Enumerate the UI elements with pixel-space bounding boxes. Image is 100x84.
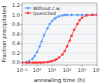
data-point	[55, 58, 57, 60]
y-axis-label: Fraction precipitated	[1, 6, 8, 63]
data-point	[25, 61, 28, 64]
data-point	[96, 14, 97, 16]
tick-label: 1.0	[12, 12, 20, 18]
legend: Without c.w.Quenched	[24, 5, 61, 17]
data-point	[36, 51, 39, 54]
tick-label: 10⁰	[33, 67, 41, 73]
grid-line	[22, 34, 97, 35]
x-axis-label: annealing time (h)	[34, 77, 85, 84]
data-point	[58, 15, 61, 18]
tick-label: 0.4	[12, 40, 20, 46]
data-point	[49, 61, 51, 63]
tick-label: 1.2	[12, 2, 20, 8]
data-point	[39, 62, 41, 64]
data-point	[36, 62, 38, 64]
data-point	[76, 23, 78, 25]
grid-line	[22, 62, 97, 63]
data-point	[61, 14, 64, 17]
data-point	[76, 13, 79, 16]
data-point	[58, 56, 60, 58]
data-point	[54, 59, 56, 61]
data-point	[69, 40, 71, 42]
data-point	[40, 40, 43, 43]
data-point	[81, 17, 83, 19]
data-point	[91, 13, 94, 16]
legend-swatch	[25, 13, 32, 14]
data-point	[85, 14, 87, 16]
data-point	[43, 33, 46, 36]
data-point	[73, 29, 75, 31]
data-point	[33, 54, 36, 57]
series-line	[22, 15, 97, 63]
data-point	[51, 60, 53, 62]
grid-line	[22, 43, 97, 44]
data-point	[79, 19, 81, 21]
data-point	[46, 27, 49, 30]
plot-frame	[22, 3, 97, 65]
legend-marker	[27, 7, 30, 10]
data-point	[61, 53, 63, 55]
data-point	[91, 14, 93, 16]
legend-swatch	[25, 8, 32, 9]
data-point	[66, 13, 69, 16]
data-point	[70, 13, 73, 16]
tick-label: 10⁻¹	[16, 67, 27, 73]
tick-label: 0.0	[12, 59, 20, 65]
tick-label: 0.2	[12, 50, 20, 56]
plot-area	[22, 3, 97, 65]
grid-line	[22, 53, 97, 54]
data-point	[51, 20, 54, 23]
data-point	[85, 13, 88, 16]
chart: 0.0 0.2 0.4 0.6 0.8 1.0 1.2 10⁻¹ 10⁰ 10¹ 10² 10³ 10⁴…	[0, 0, 100, 84]
data-point	[34, 62, 36, 64]
data-point	[70, 35, 72, 37]
tick-label: 10³	[78, 67, 86, 73]
tick-label: 10¹	[48, 67, 56, 73]
data-point	[81, 13, 84, 16]
data-point	[48, 22, 51, 25]
data-point	[38, 45, 41, 48]
data-point	[66, 45, 68, 47]
data-point	[43, 61, 45, 63]
data-point	[31, 57, 34, 60]
grid-line	[22, 24, 97, 25]
legend-label: Quenched	[33, 11, 56, 16]
tick-label: 0.6	[12, 31, 20, 37]
data-point	[22, 62, 23, 64]
data-point	[46, 61, 48, 63]
data-group	[22, 13, 97, 64]
data-point	[28, 62, 30, 64]
tick-label: 0.8	[12, 21, 20, 27]
data-point	[31, 62, 33, 64]
data-point	[40, 62, 42, 64]
data-point	[25, 62, 27, 64]
tick-label: 10⁴	[93, 67, 100, 73]
series-line	[22, 15, 97, 63]
tick-label: 10²	[63, 67, 71, 73]
legend-marker	[27, 12, 29, 14]
data-point	[64, 50, 66, 52]
